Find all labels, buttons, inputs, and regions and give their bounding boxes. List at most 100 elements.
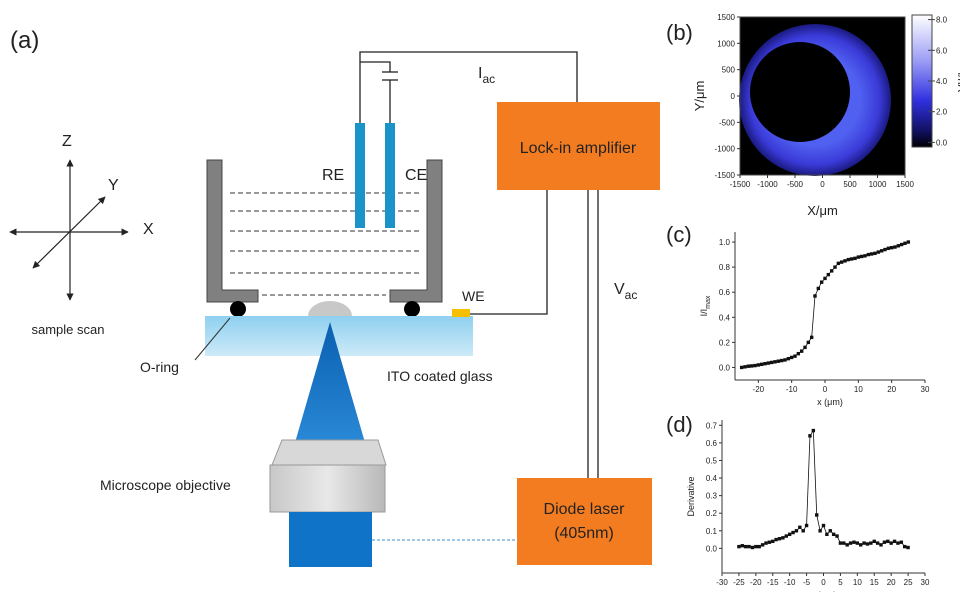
data-point [896,541,899,544]
box-label: Lock-in amplifier [520,140,637,157]
data-point [805,524,808,527]
data-point [770,361,773,364]
y-axis-label-main: Derivative [686,476,696,516]
y-tick-label: 0.6 [719,288,731,297]
symbol: V [614,281,625,298]
data-point [903,545,906,548]
data-point [903,242,906,245]
data-point [812,429,815,432]
axis-label: X [143,221,154,238]
y-tick-label: 0.8 [719,263,731,272]
x-tick-label: -1000 [757,180,778,189]
colorbar-tick-label: 8.0 [936,16,948,25]
data-point [883,541,886,544]
figure: (a) Z Y X sample scan [0,0,960,592]
x-tick-label: -25 [733,578,745,587]
data-point [857,255,860,258]
callout: Microscope objective [100,477,231,493]
data-point [900,541,903,544]
axis-label: Y [108,177,119,194]
y-tick-label: 0.4 [706,474,718,483]
data-point [781,536,784,539]
voltage-label: Vac [614,281,637,302]
x-tick-label: 10 [853,578,862,587]
callout: O-ring [140,359,179,375]
data-point [780,359,783,362]
x-tick-label: -20 [750,578,762,587]
data-point [839,541,842,544]
x-tick-label: 15 [870,578,879,587]
data-point [862,541,865,544]
data-point [787,357,790,360]
box-label: (405nm) [554,525,614,542]
data-point [743,365,746,368]
data-point [906,546,909,549]
y-tick-label: 0.2 [706,509,718,518]
y-axis-label: I/Imax [699,295,712,316]
y-tick-label: 0.3 [706,492,718,501]
data-point [768,541,771,544]
data-point [897,244,900,247]
data-point [763,362,766,365]
data-point [859,543,862,546]
data-point [740,366,743,369]
data-point [825,533,828,536]
data-point [820,280,823,283]
data-point [783,358,786,361]
x-tick-label: 0 [821,578,826,587]
series-line [742,242,909,367]
data-point [879,543,882,546]
colorbar-tick-label: 2.0 [936,108,948,117]
y-tick-label: 0.6 [706,439,718,448]
x-tick-label: 25 [904,578,913,587]
data-point [798,526,801,529]
data-point [757,363,760,366]
y-tick-label: 0.0 [719,363,731,372]
data-point [754,545,757,548]
x-tick-label: 0 [820,180,825,189]
y-axis-label: Y/μm [692,81,707,112]
data-point [840,260,843,263]
heatmap-hole [750,42,850,142]
data-point [790,356,793,359]
x-tick-label: -20 [753,385,765,394]
data-point [833,265,836,268]
colorbar-tick-label: 0.0 [936,138,948,147]
y-tick-label: 0.0 [706,544,718,553]
data-point [764,541,767,544]
data-point [815,513,818,516]
data-point [800,349,803,352]
y-tick-label: 1500 [717,13,735,22]
y-axis-label-main: I/I [699,309,709,317]
x-tick-label: 0 [823,385,828,394]
data-point [751,546,754,549]
box-label: Diode laser [544,501,626,518]
x-tick-label: -30 [716,578,728,587]
data-point [887,247,890,250]
y-axis-label-sub: max [705,295,712,309]
data-point [793,354,796,357]
data-point [845,543,848,546]
data-point [750,364,753,367]
data-point [797,352,800,355]
data-point [767,361,770,364]
data-point [823,277,826,280]
x-tick-label: -500 [787,180,804,189]
x-tick-label: 1000 [869,180,887,189]
x-tick-label: -10 [784,578,796,587]
data-point [761,543,764,546]
y-tick-label: 0.5 [706,456,718,465]
data-point [870,252,873,255]
panel-label: (a) [10,27,39,54]
y-axis-label: Derivative [686,476,696,516]
colorbar-tick-label: 6.0 [936,46,948,55]
data-point [873,540,876,543]
data-point [835,534,838,537]
data-point [842,541,845,544]
data-point [822,524,825,527]
data-point [849,541,852,544]
data-point [744,545,747,548]
y-tick-label: -500 [719,118,736,127]
x-tick-label: 5 [838,578,843,587]
data-point [843,259,846,262]
